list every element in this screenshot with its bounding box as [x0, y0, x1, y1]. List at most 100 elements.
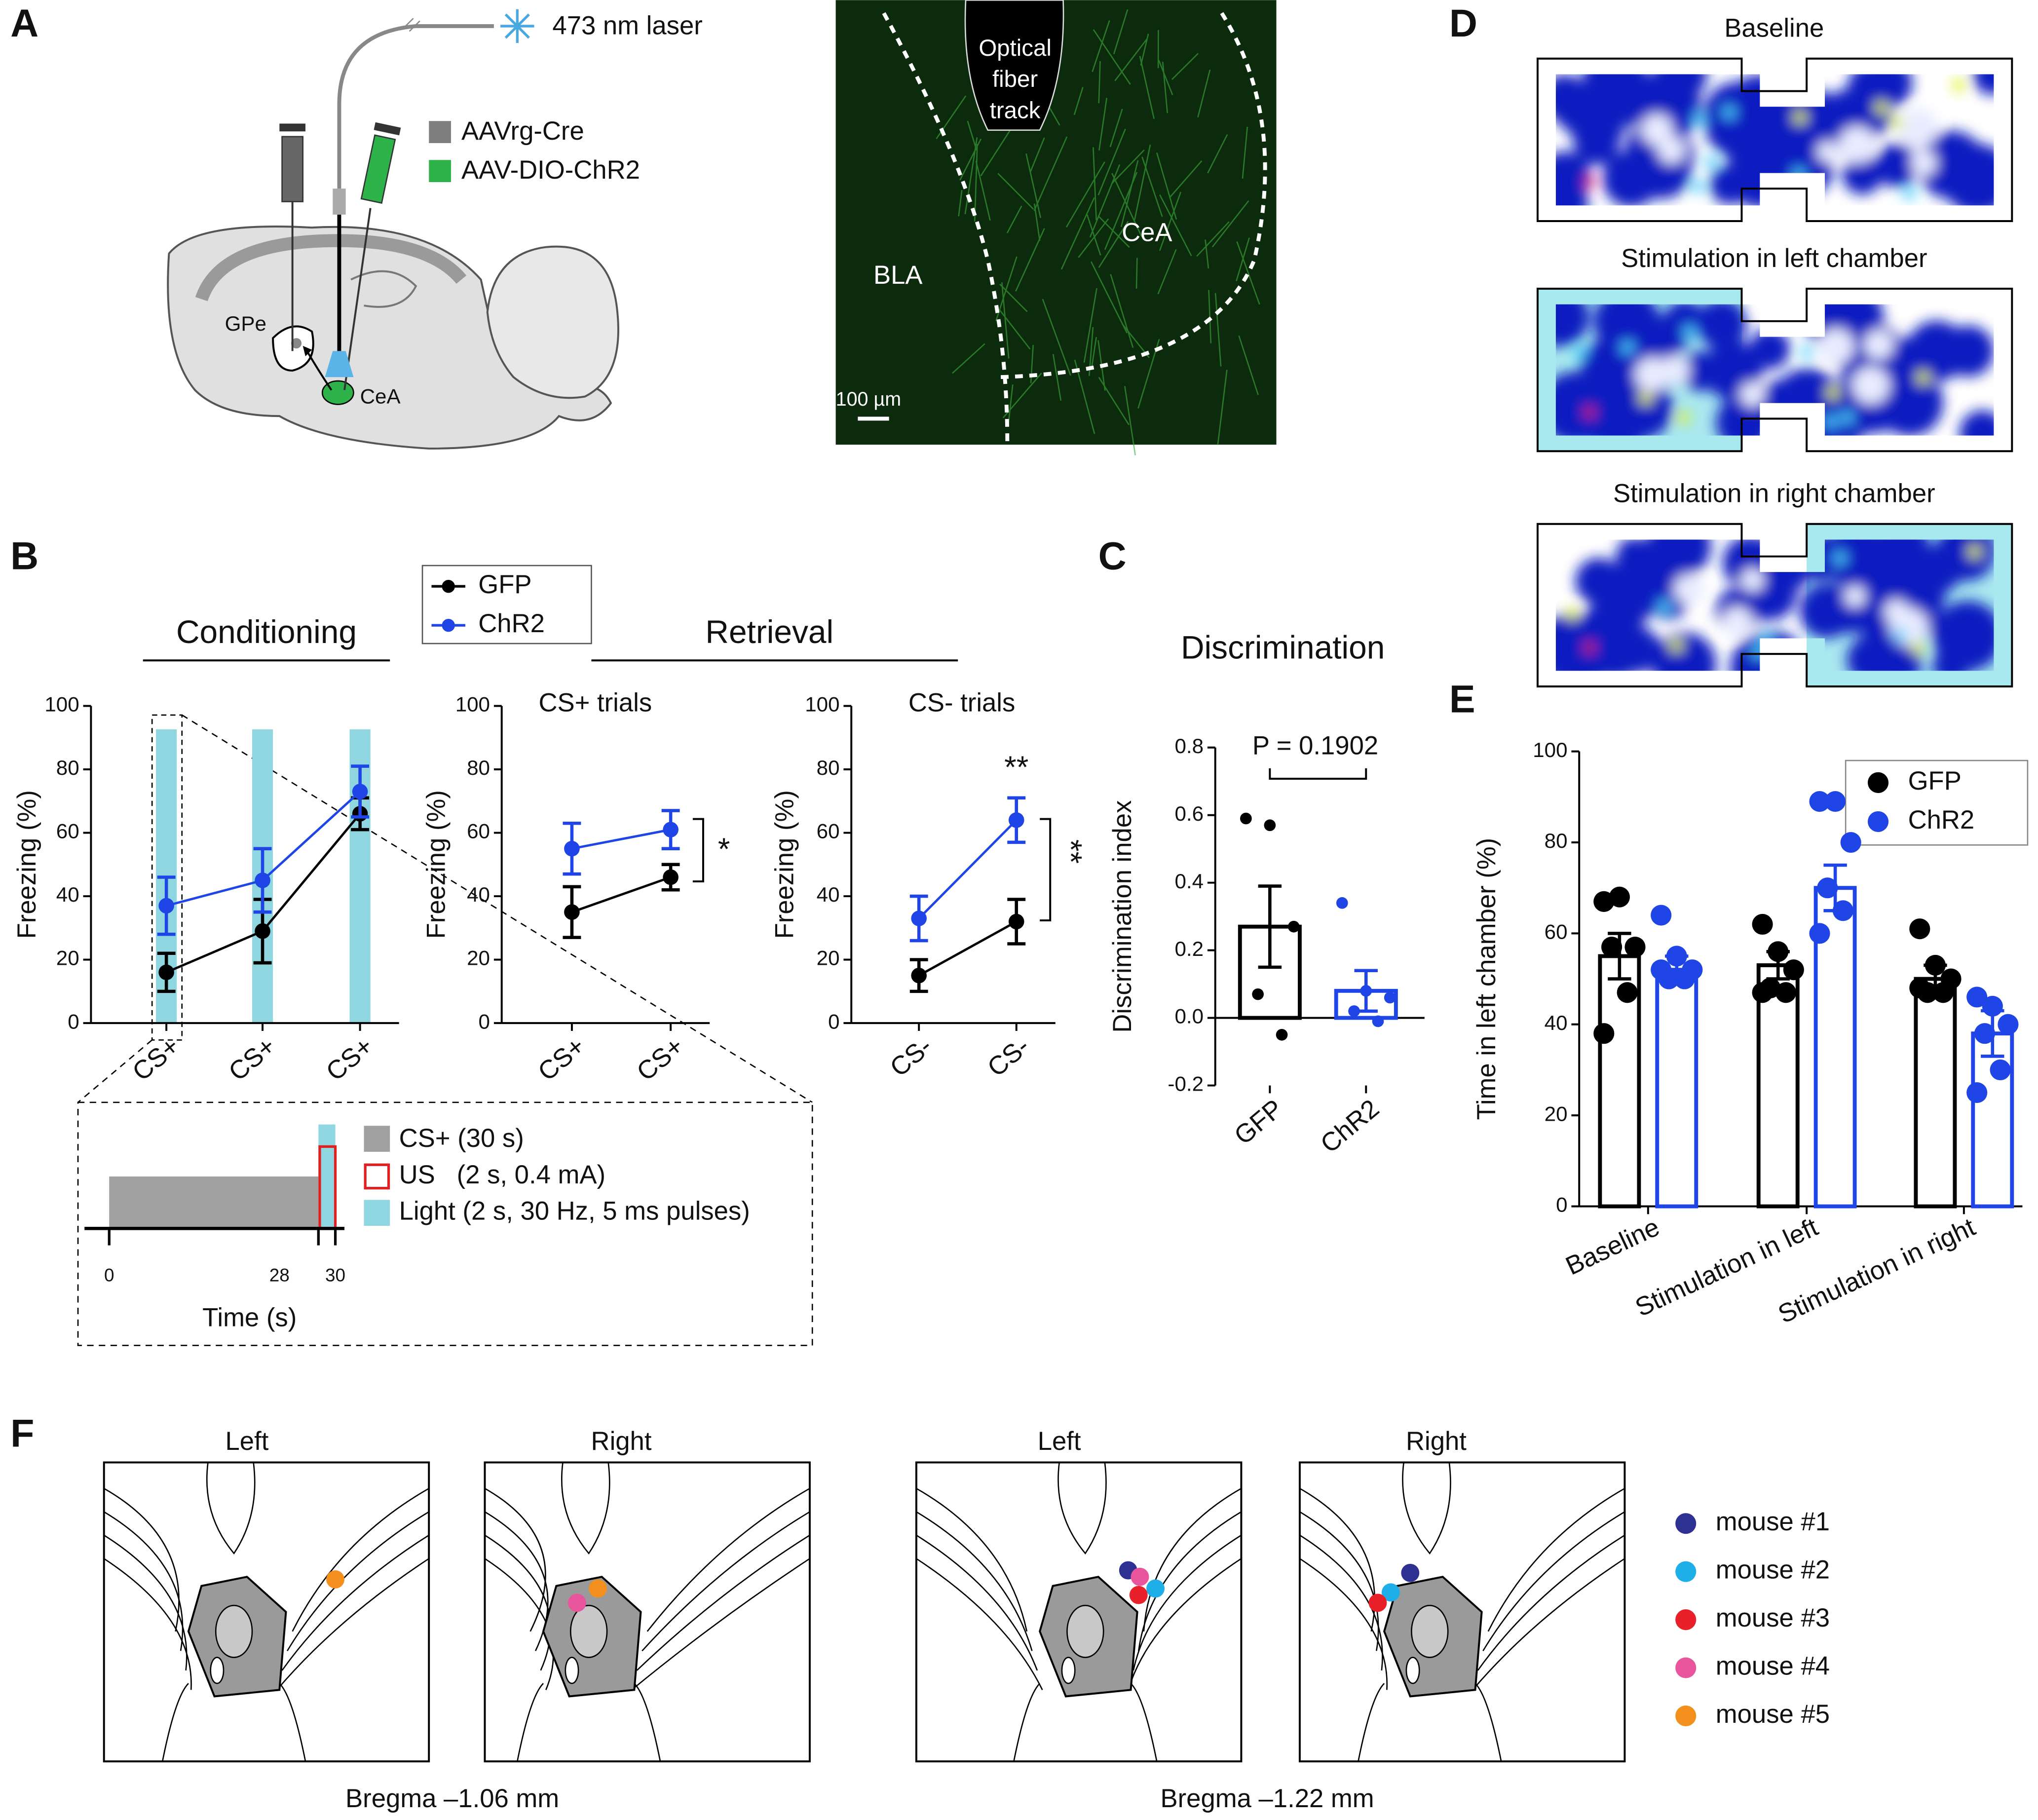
y-tick-label: 0 [828, 1010, 839, 1033]
data-point [1348, 1005, 1360, 1017]
panel-letter: D [1449, 1, 1477, 45]
fiber [1078, 218, 1109, 258]
atlas-curve [1299, 1558, 1388, 1690]
heat-hot [1722, 106, 1736, 119]
arrow-head [302, 345, 312, 356]
zoom-box [151, 714, 183, 1041]
protocol-item: CS+ (30 s) [399, 1124, 524, 1153]
heat-blob [1842, 155, 1882, 195]
side-label: Left [1038, 1427, 1081, 1456]
legend-swatch [364, 1126, 390, 1152]
heat-void [1740, 382, 1765, 407]
side-label: Left [226, 1427, 269, 1456]
fiber [1114, 38, 1148, 81]
fiber [1159, 194, 1192, 257]
fiber [1207, 134, 1228, 174]
fiber [1214, 293, 1222, 367]
atlas-curve [484, 1487, 546, 1632]
fiber [1098, 61, 1101, 104]
heat-void [1884, 600, 1908, 624]
data-point [158, 964, 174, 981]
y-tick-label: 20 [56, 947, 79, 970]
data-point [1840, 832, 1861, 853]
x-tick-label: CS+ [631, 1031, 689, 1087]
y-tick-label: 60 [467, 820, 490, 843]
fiber [1093, 147, 1097, 221]
heat-void [1839, 126, 1876, 163]
fiber [1113, 9, 1129, 55]
panel-letter: B [10, 534, 38, 578]
heat-void [1864, 330, 1893, 360]
y-tick-label: 0.6 [1174, 802, 1204, 825]
y-tick-label: 0 [1556, 1193, 1567, 1216]
fiber [1242, 126, 1248, 179]
data-point [1651, 959, 1672, 981]
break-mark [409, 20, 420, 32]
heat-hot [1658, 600, 1671, 613]
fiber [1086, 214, 1101, 256]
fiber [1008, 384, 1014, 423]
atlas-curve [1487, 1487, 1625, 1632]
fiber [975, 160, 991, 221]
significance-bracket [692, 818, 704, 883]
heat-blobs [1555, 74, 1994, 206]
heat-void [1817, 141, 1838, 163]
fiber [1162, 61, 1169, 114]
atlas-curve [916, 1558, 1043, 1690]
data-point [1909, 918, 1930, 940]
bregma-label: Bregma –1.22 mm [1161, 1784, 1374, 1813]
legend-label: ChR2 [478, 609, 545, 638]
fiber [1033, 203, 1041, 241]
data-point [1932, 982, 1954, 1003]
heat-blob [1555, 173, 1588, 206]
placement-dot [1146, 1579, 1165, 1598]
data-point [1609, 886, 1630, 908]
bregma-label: Bregma –1.06 mm [345, 1784, 559, 1813]
heat-hot [1691, 180, 1704, 193]
annotation: ** [1004, 750, 1028, 785]
heat-hot [1621, 341, 1634, 354]
fiber [1073, 87, 1084, 115]
laser-label: 473 nm laser [552, 11, 702, 40]
legend-dot [1675, 1657, 1697, 1678]
heat-hot [1574, 346, 1587, 359]
light-cone [325, 351, 354, 378]
series-line [571, 828, 671, 850]
heat-hot [1952, 78, 1966, 92]
atlas-lines [916, 1462, 1242, 1762]
fiber [1060, 197, 1095, 270]
x-tick-label: CS+ [532, 1031, 591, 1087]
fiber [1157, 249, 1177, 295]
fiber [997, 173, 1034, 210]
fiber [1097, 128, 1126, 195]
data-point [1593, 891, 1615, 912]
heat-blob [1709, 164, 1750, 205]
atlas-lines [103, 1462, 429, 1762]
data-point [1674, 968, 1695, 989]
y-tick-label: -0.2 [1168, 1072, 1204, 1096]
gpe-dot [291, 338, 302, 349]
data-point [1617, 982, 1638, 1003]
y-tick-label: 80 [817, 756, 840, 779]
fiber [974, 144, 978, 222]
fiber [1098, 221, 1129, 268]
atlas-subregion [1411, 1604, 1449, 1658]
atlas-subregion [1066, 1604, 1104, 1658]
x-tick-label: CS+ [223, 1031, 281, 1087]
atlas-curve [517, 1683, 661, 1762]
heatmap [1555, 539, 1994, 671]
heat-blob [1973, 74, 1994, 95]
syringe-green [360, 134, 396, 204]
time-label: Time (s) [202, 1303, 297, 1332]
data-point [352, 784, 368, 799]
side-label: Right [591, 1427, 652, 1456]
chart-title: CS+ trials [538, 688, 652, 718]
heat-hot [1917, 371, 1930, 384]
atlas-curve [642, 1511, 810, 1652]
heat-blob [1826, 539, 1889, 587]
fiber [1001, 282, 1010, 359]
syringe-plunger [279, 123, 305, 132]
heat-void [1635, 357, 1669, 392]
legend-swatch [364, 1163, 390, 1190]
atlas-subregion [569, 1604, 608, 1658]
